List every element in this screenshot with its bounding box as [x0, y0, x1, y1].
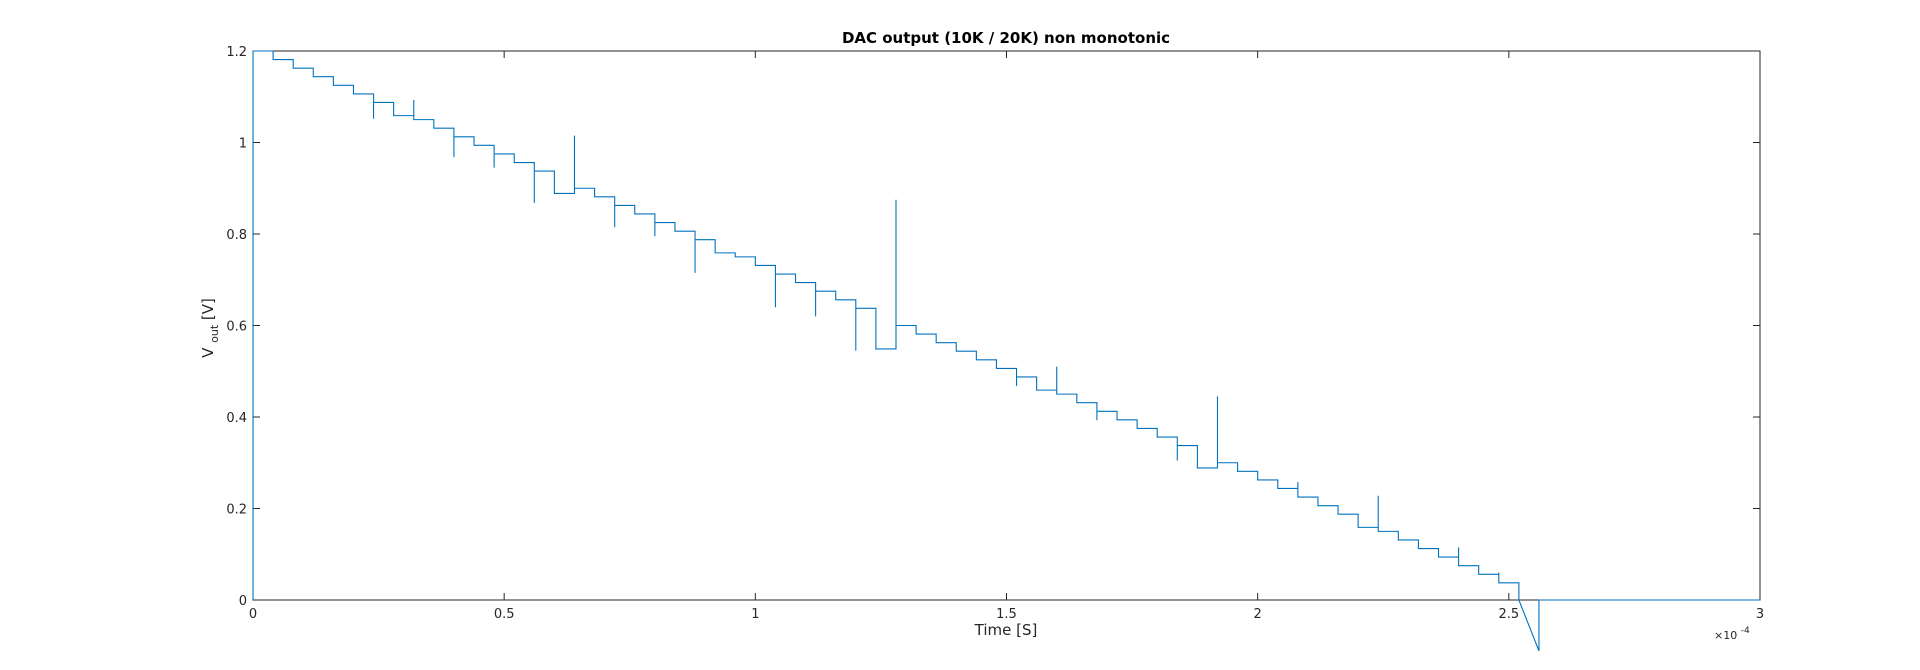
- y-axis-title-subscript: out: [208, 324, 221, 343]
- y-tick-label: 1: [239, 137, 247, 152]
- x-tick-label: 1: [751, 607, 759, 622]
- y-axis-title: V out [V]: [199, 298, 222, 358]
- x-axis-title: Time [S]: [974, 621, 1038, 639]
- y-tick-label: 0: [239, 594, 247, 609]
- axes-box: [253, 51, 1760, 600]
- y-tick-label: 0.6: [226, 320, 247, 335]
- chart-title: DAC output (10K / 20K) non monotonic: [842, 29, 1170, 47]
- x-tick-label: 2: [1254, 607, 1262, 622]
- x-exponent-power: -4: [1741, 626, 1750, 636]
- y-tick-label: 0.8: [226, 228, 247, 243]
- y-axis-title-main: V: [199, 347, 217, 358]
- series-line-dac-output: [253, 51, 1760, 651]
- x-exponent-base: ×10: [1714, 629, 1737, 642]
- x-tick-label: 0.5: [494, 607, 515, 622]
- x-tick-label: 1.5: [996, 607, 1017, 622]
- y-tick-label: 0.4: [226, 411, 247, 426]
- x-tick-label: 3: [1756, 607, 1764, 622]
- plot-area-frame: [253, 51, 1760, 600]
- y-axis-title-unit: [V]: [199, 298, 217, 320]
- x-axis-ticks: 0 0.5 1 1.5 2 2.5 3: [249, 51, 1764, 622]
- x-tick-label: 0: [249, 607, 257, 622]
- y-tick-label: 0.2: [226, 503, 247, 518]
- y-tick-label: 1.2: [226, 45, 247, 60]
- y-axis-ticks: 0 0.2 0.4 0.6 0.8 1 1.2: [226, 45, 1760, 609]
- series-layer: [253, 51, 1760, 651]
- x-axis-exponent: ×10 -4: [1714, 626, 1750, 642]
- x-tick-label: 2.5: [1498, 607, 1519, 622]
